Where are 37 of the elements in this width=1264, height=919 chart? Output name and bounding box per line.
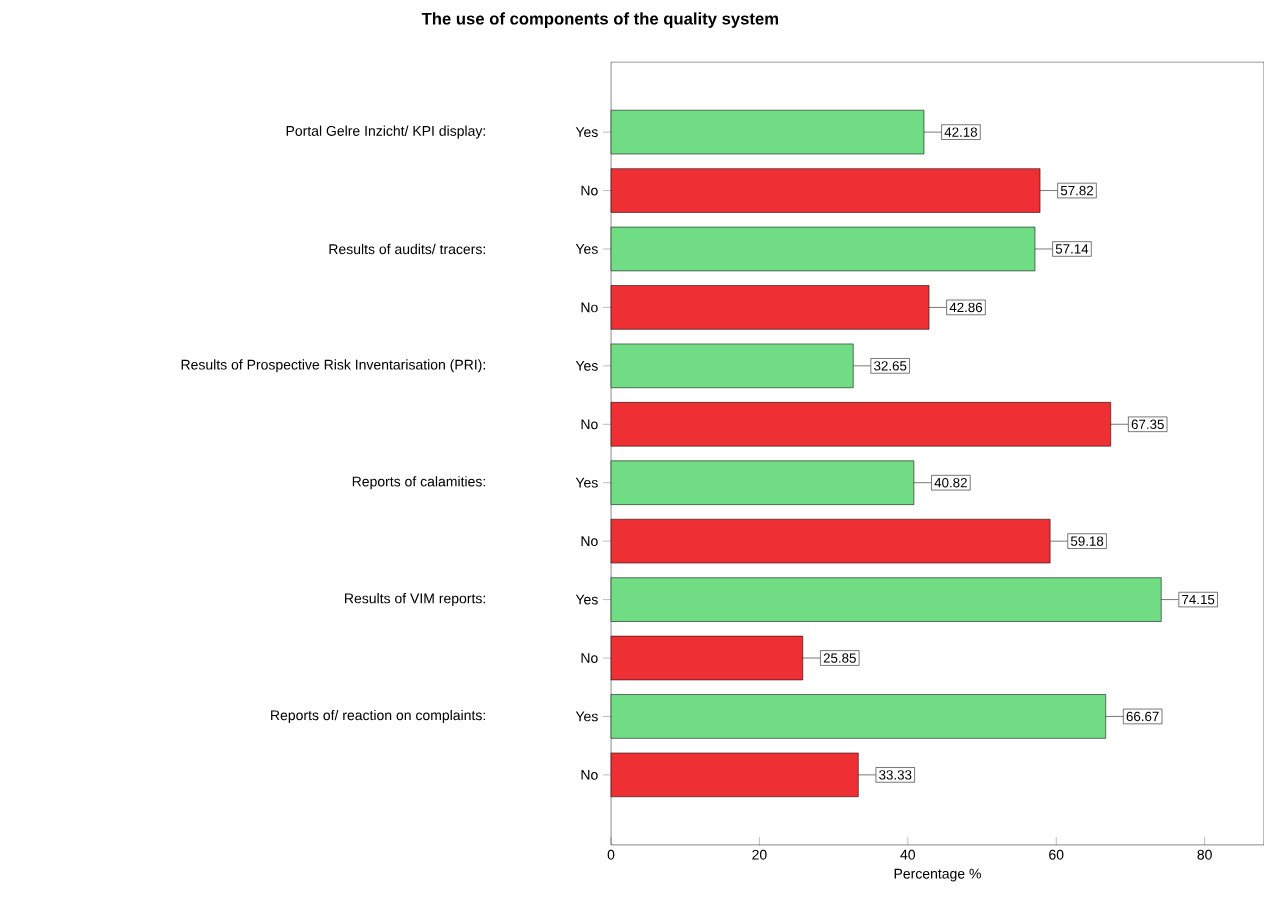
x-tick-label: 60 [1049,849,1064,860]
x-tick-label: 0 [607,849,615,860]
text: Results of Prospective Risk Inventarisation (PRI): [181,359,485,373]
text: Reports of/ reaction on complaints: [271,709,485,723]
y-tick-label: No [581,536,598,547]
x-tick-label: 40 [900,849,916,860]
x-tick-label: 80 [1197,849,1212,860]
data-label: 25.85 [823,653,856,663]
data-label: 57.14 [1055,244,1089,254]
data-label: 42.18 [944,127,978,137]
data-label: 33.33 [879,770,912,780]
x-tick-label: 20 [752,849,767,860]
y-tick-label: Yes [575,127,598,138]
data-label: 74.15 [1182,594,1215,605]
x-axis-title: Percentage % [894,868,981,882]
text: Portal Gelre Inzicht/ KPI display: [286,125,485,139]
chart-title: The use of components of the quality system [421,12,779,28]
y-tick-label: No [581,419,598,430]
data-label: 57.82 [1060,185,1094,196]
y-tick-label: Yes [575,477,598,488]
data-label: 66.67 [1126,711,1159,722]
text: Results of VIM reports: [345,593,485,607]
y-tick-label: No [581,770,598,780]
y-tick-label: Yes [575,594,598,605]
y-tick-label: Yes [575,711,598,722]
data-label: 40.82 [934,478,967,488]
data-label: 32.65 [874,361,907,371]
y-tick-label: No [581,185,598,196]
data-label: 67.35 [1131,419,1164,429]
y-tick-label: Yes [575,244,598,254]
data-label: 59.18 [1070,536,1104,546]
y-tick-label: No [581,653,598,663]
data-label: 42.86 [949,302,983,313]
y-tick-label: No [581,302,598,313]
text: Results of audits/ tracers: [329,243,485,255]
y-tick-label: Yes [575,360,598,371]
text: Reports of calamities: [352,476,485,490]
